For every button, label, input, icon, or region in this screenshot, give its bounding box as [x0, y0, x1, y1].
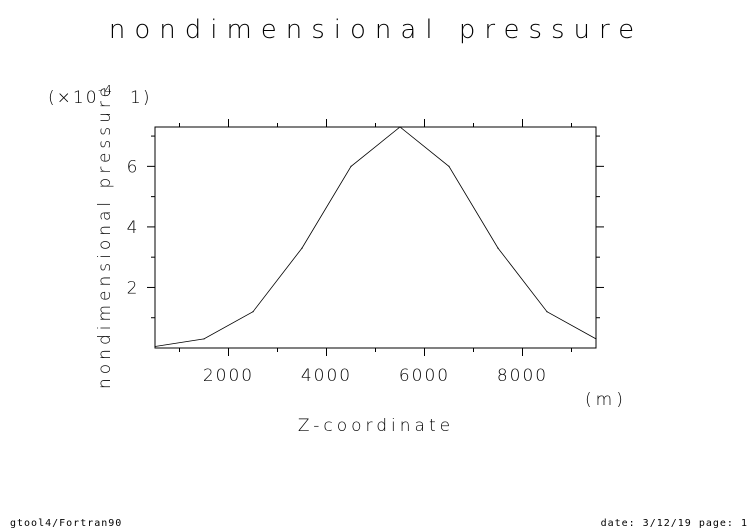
data-point: [399, 126, 401, 128]
x-tick-label: 6000: [399, 366, 450, 386]
data-point: [252, 311, 254, 313]
footer-right: date: 3/12/19 page: 1: [601, 518, 748, 529]
x-tick-label: 4000: [301, 366, 352, 386]
x-unit-label: (m): [585, 390, 627, 410]
y-tick-labels: 2 4 6: [127, 157, 140, 298]
y-tick-label: 2: [127, 278, 140, 298]
data-point: [154, 345, 156, 348]
x-tick-labels: 2000 4000 6000 8000: [203, 366, 548, 386]
data-point: [301, 247, 303, 249]
y-tick-label: 6: [127, 157, 140, 177]
data-points: [154, 126, 597, 348]
data-point: [546, 311, 548, 313]
x-tick-label: 2000: [203, 366, 254, 386]
y-scale-label: (×10 -4 1): [48, 83, 151, 108]
plot-frame: [154, 126, 597, 349]
data-point: [350, 165, 352, 167]
svg-text:1): 1): [130, 88, 151, 108]
svg-text:(×10: (×10: [48, 88, 99, 108]
chart-title: nondimensional pressure: [109, 15, 643, 45]
footer-left: gtool4/Fortran90: [10, 518, 122, 529]
x-tick-label: 8000: [497, 366, 548, 386]
axis-ticks: [147, 119, 604, 356]
data-point: [497, 247, 499, 249]
data-point: [203, 338, 205, 340]
data-point: [595, 338, 597, 340]
data-point: [448, 165, 450, 167]
y-axis-label: nondimensional pressure: [95, 83, 115, 389]
data-line: [154, 126, 597, 347]
x-axis-label: Z-coordinate: [298, 416, 454, 436]
y-tick-label: 4: [127, 218, 140, 238]
svg-text:-4: -4: [98, 83, 114, 97]
